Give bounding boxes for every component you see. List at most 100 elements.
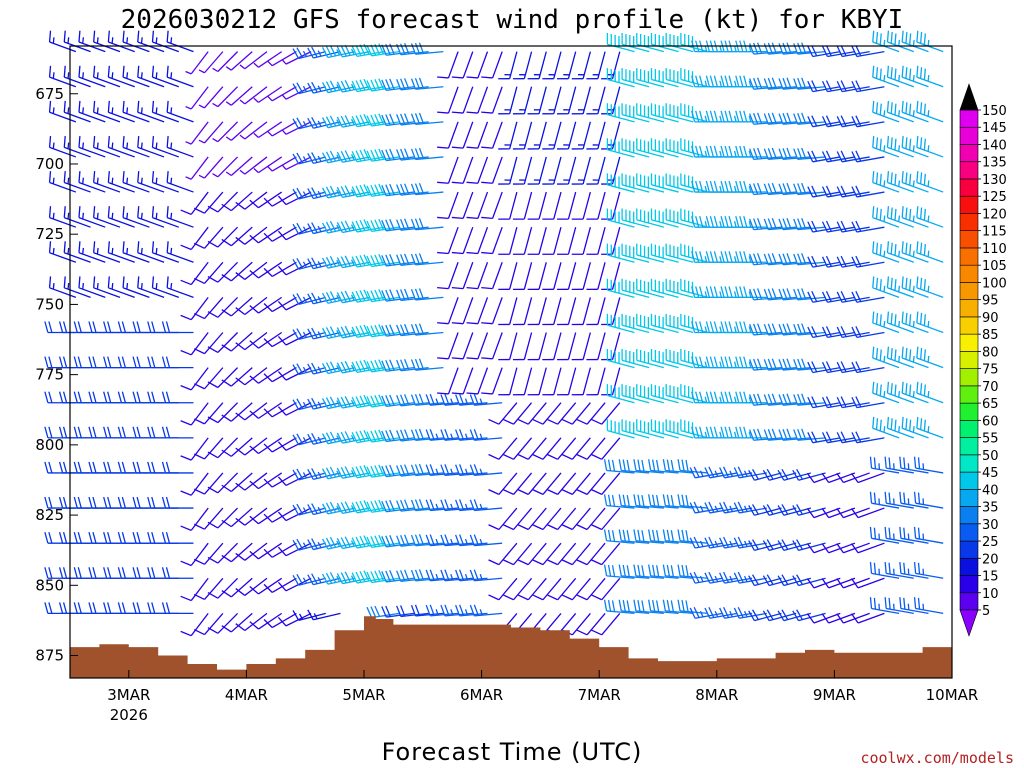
barb-feather <box>451 146 464 149</box>
barb-feather <box>469 604 475 617</box>
barb-feather <box>766 468 774 480</box>
wind-barb <box>277 296 312 311</box>
barb-shaft <box>856 437 885 444</box>
barb-feather <box>807 256 814 268</box>
barb-feather <box>249 410 259 419</box>
barb-feather <box>851 326 858 338</box>
barb-feather <box>923 173 926 186</box>
barb-feather <box>440 604 446 617</box>
barb-shaft <box>597 156 606 185</box>
barb-feather <box>450 538 454 546</box>
barb-feather <box>801 288 807 300</box>
barb-feather <box>705 251 711 263</box>
barb-feather <box>292 574 300 586</box>
barb-feather <box>875 172 879 184</box>
barb-feather <box>836 613 844 624</box>
barb-feather <box>898 250 901 257</box>
barb-feather <box>165 532 171 544</box>
barb-feather <box>317 436 322 443</box>
barb-feather <box>719 256 723 263</box>
wind-barb <box>886 65 915 88</box>
barb-feather <box>374 359 381 371</box>
wind-barb <box>221 332 253 352</box>
barb-feather <box>351 256 358 268</box>
barb-feather <box>317 331 322 338</box>
barb-feather <box>708 536 715 548</box>
barb-shaft <box>498 577 518 601</box>
wind-barb <box>93 65 121 88</box>
barb-feather <box>869 526 873 539</box>
barb-feather <box>851 432 858 443</box>
barb-feather <box>786 358 792 370</box>
barb-feather <box>872 171 875 183</box>
wind-barb <box>481 332 503 360</box>
barb-feather <box>180 630 192 637</box>
barb-feather <box>92 496 97 509</box>
barb-feather <box>811 115 818 127</box>
barb-feather <box>340 502 347 513</box>
wind-barb <box>869 562 900 579</box>
wind-barb <box>527 51 547 80</box>
barb-feather <box>532 418 544 425</box>
wind-barb <box>185 156 209 180</box>
barb-feather <box>207 486 219 494</box>
barb-feather <box>691 75 696 87</box>
barb-feather <box>425 464 431 476</box>
barb-feather <box>359 219 366 231</box>
barb-feather <box>350 118 355 126</box>
barb-shaft <box>462 332 474 360</box>
barb-feather <box>389 78 395 90</box>
barb-feather <box>704 45 708 52</box>
wind-barb <box>586 121 606 150</box>
barb-feather <box>898 110 901 117</box>
barb-feather <box>851 361 858 373</box>
barb-shaft <box>204 472 224 495</box>
barb-feather <box>359 571 366 582</box>
barb-feather <box>872 135 875 148</box>
barb-feather <box>207 275 219 283</box>
barb-feather <box>899 526 902 539</box>
barb-feather <box>451 357 464 360</box>
barb-feather <box>713 180 719 193</box>
barb-shaft <box>230 86 253 106</box>
wind-barb <box>665 68 694 88</box>
barb-feather <box>618 459 622 471</box>
barb-feather <box>340 115 347 127</box>
barb-feather <box>713 145 719 158</box>
barb-feather <box>801 182 807 195</box>
barb-feather <box>699 391 704 403</box>
barb-feather <box>249 550 259 560</box>
barb-feather <box>414 183 421 195</box>
barb-feather <box>532 594 544 601</box>
barb-shaft <box>586 402 606 425</box>
wind-barb <box>267 51 297 67</box>
barb-feather <box>296 257 304 269</box>
barb-feather <box>325 572 333 584</box>
wind-barb <box>899 597 929 615</box>
barb-feather <box>901 416 904 429</box>
barb-feather <box>147 426 152 439</box>
barb-feather <box>771 112 777 124</box>
barb-shaft <box>477 226 489 254</box>
barb-feather <box>292 504 300 516</box>
wind-barb <box>466 367 489 395</box>
barb-feather <box>180 209 192 215</box>
barb-shaft <box>108 146 135 158</box>
wind-barb <box>901 276 929 299</box>
barb-feather <box>821 472 830 483</box>
wind-barb <box>512 51 533 80</box>
barb-feather <box>92 532 97 544</box>
barb-feather <box>641 459 645 472</box>
barb-feather <box>344 395 351 407</box>
barb-feather <box>263 478 273 488</box>
barb-feather <box>905 102 908 114</box>
barb-feather <box>385 359 391 372</box>
barb-shaft <box>204 121 224 144</box>
barb-feather <box>350 189 355 196</box>
wind-barb <box>648 564 679 579</box>
barb-feather <box>221 484 232 493</box>
barb-feather <box>901 346 904 359</box>
barb-feather <box>355 501 362 513</box>
barb-feather <box>151 321 156 333</box>
barb-feather <box>198 174 205 179</box>
